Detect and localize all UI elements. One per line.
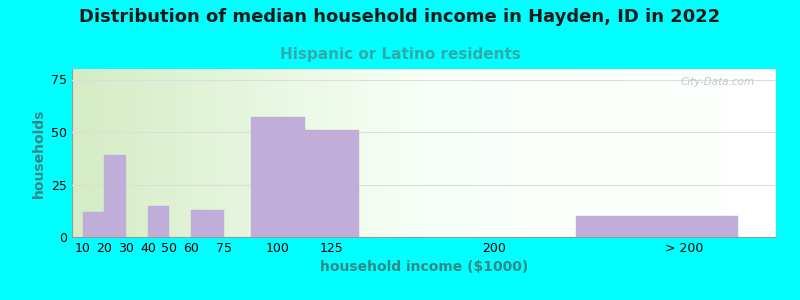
- Bar: [305, 130, 359, 237]
- Text: City-Data.com: City-Data.com: [681, 77, 755, 87]
- X-axis label: household income ($1000): household income ($1000): [320, 260, 528, 274]
- Bar: [250, 117, 305, 237]
- Bar: [105, 155, 126, 237]
- Text: Distribution of median household income in Hayden, ID in 2022: Distribution of median household income …: [79, 8, 721, 26]
- Bar: [576, 216, 738, 237]
- Text: Hispanic or Latino residents: Hispanic or Latino residents: [279, 46, 521, 62]
- Bar: [148, 206, 170, 237]
- Bar: [191, 210, 224, 237]
- Y-axis label: households: households: [31, 108, 46, 198]
- Bar: [83, 212, 105, 237]
